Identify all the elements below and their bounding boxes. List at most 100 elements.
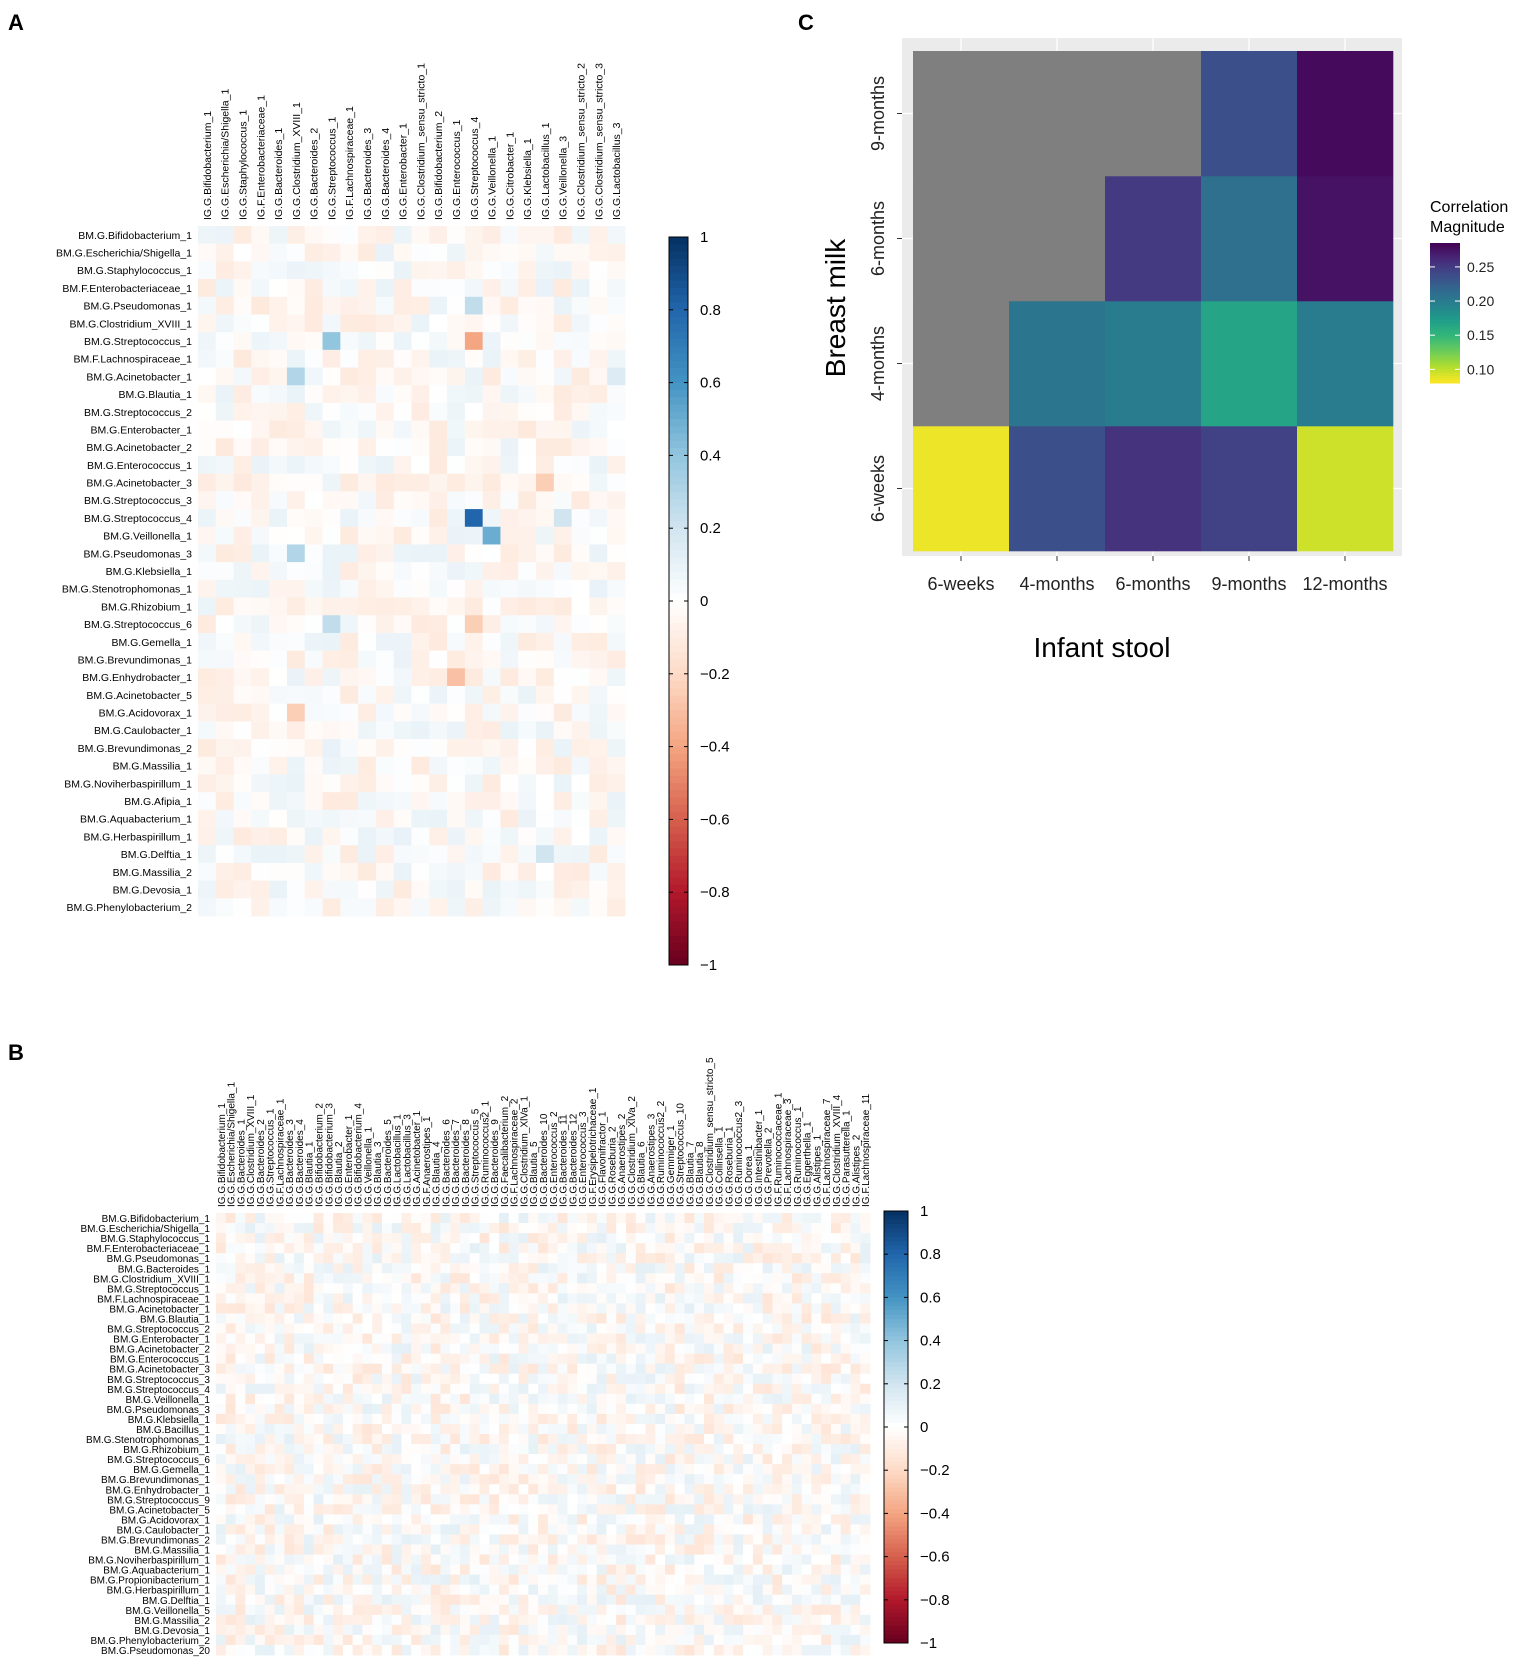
column-label: IG.G.Streptococcus_1 — [266, 1108, 277, 1207]
heatmap-cell — [294, 1454, 305, 1465]
heatmap-cell — [557, 1243, 568, 1254]
heatmap-cell — [536, 544, 555, 563]
heatmap-cell — [518, 279, 537, 298]
heatmap-cell — [850, 1584, 861, 1596]
heatmap-cell — [381, 1413, 393, 1425]
colorbar-segment — [669, 790, 688, 799]
heatmap-cell — [655, 1363, 666, 1375]
heatmap-cell — [323, 1474, 334, 1485]
heatmap-cell — [284, 1403, 295, 1415]
heatmap-cell — [538, 1293, 549, 1304]
heatmap-cell — [743, 1434, 754, 1445]
heatmap-cell — [791, 1243, 803, 1254]
heatmap-cell — [255, 1524, 266, 1535]
heatmap-cell — [358, 756, 377, 775]
heatmap-cell — [791, 1373, 803, 1385]
heatmap-cell — [791, 1624, 803, 1636]
heatmap-cell — [557, 1283, 568, 1294]
heatmap-cell — [251, 739, 270, 758]
heatmap-cell — [198, 845, 217, 864]
legend-colorbar-segment — [1430, 257, 1460, 260]
heatmap-cell — [233, 296, 252, 315]
heatmap-cell — [553, 756, 573, 775]
heatmap-cell — [225, 1263, 236, 1274]
heatmap-cell — [616, 1273, 627, 1284]
heatmap-cell — [411, 1413, 422, 1425]
colorbar-segment — [669, 251, 688, 260]
heatmap-cell — [528, 1273, 539, 1284]
heatmap-cell — [625, 1313, 637, 1324]
heatmap-cell — [313, 1393, 324, 1405]
heatmap-cell — [743, 1614, 754, 1626]
heatmap-cell — [801, 1434, 812, 1445]
heatmap-cell — [733, 1434, 744, 1445]
heatmap-cell — [557, 1223, 568, 1234]
heatmap-cell — [294, 1624, 305, 1636]
heatmap-cell — [850, 1464, 861, 1475]
heatmap-cell — [479, 1403, 490, 1415]
heatmap-cell — [733, 1494, 744, 1505]
heatmap-cell — [577, 1514, 588, 1525]
heatmap-cell — [313, 1253, 324, 1264]
legend-colorbar-segment — [1430, 252, 1460, 256]
legend-colorbar-segment — [1430, 357, 1460, 361]
heatmap-cell — [655, 1343, 666, 1355]
heatmap-cell — [225, 1293, 236, 1304]
heatmap-cell — [479, 1484, 490, 1495]
column-label: IG.G.Bifidobacterium_1 — [202, 111, 214, 220]
heatmap-cell — [323, 1423, 334, 1435]
colorbar-segment — [884, 1504, 908, 1510]
heatmap-cell — [694, 1273, 705, 1284]
heatmap-cell — [420, 1313, 432, 1324]
heatmap-cell — [225, 1514, 236, 1525]
heatmap-cell — [215, 491, 234, 510]
heatmap-cell — [429, 632, 448, 652]
heatmap-cell — [450, 1213, 461, 1224]
legend-colorbar-segment — [1430, 275, 1460, 279]
heatmap-cell — [304, 845, 323, 864]
heatmap-cell — [723, 1253, 734, 1264]
heatmap-cell — [469, 1213, 480, 1224]
heatmap-cell — [850, 1524, 861, 1535]
heatmap-cell — [518, 226, 537, 245]
heatmap-cell — [752, 1273, 764, 1284]
heatmap-cell — [553, 880, 573, 899]
heatmap-cell — [352, 1343, 363, 1355]
heatmap-cell — [393, 402, 412, 422]
heatmap-cell — [255, 1233, 266, 1244]
heatmap-cell — [723, 1263, 734, 1274]
heatmap-cell — [215, 650, 234, 669]
heatmap-cell — [460, 1504, 471, 1515]
heatmap-cell — [323, 1564, 334, 1576]
heatmap-cell — [589, 686, 608, 705]
heatmap-cell — [440, 1504, 451, 1515]
heatmap-cell — [625, 1494, 637, 1505]
heatmap-cell — [791, 1444, 803, 1455]
heatmap-cell — [518, 792, 537, 811]
legend-colorbar-segment — [1430, 261, 1460, 265]
heatmap-cell — [447, 686, 466, 705]
heatmap-cell — [860, 1333, 871, 1344]
legend-colorbar-segment — [1430, 250, 1460, 253]
heatmap-cell — [286, 473, 306, 492]
row-label: BM.G.Streptococcus_1 — [107, 1284, 210, 1295]
heatmap-cell — [704, 1474, 715, 1485]
heatmap-cell — [322, 827, 341, 846]
heatmap-cell — [567, 1323, 578, 1334]
heatmap-cell — [557, 1273, 568, 1284]
heatmap-cell — [352, 1403, 363, 1415]
heatmap-cell — [586, 1313, 598, 1324]
heatmap-cell — [713, 1333, 724, 1344]
heatmap-cell — [518, 332, 537, 351]
heatmap-cell — [821, 1454, 832, 1465]
heatmap-cell — [635, 1594, 646, 1606]
colorbar-segment — [669, 542, 688, 551]
heatmap-cell — [323, 1373, 334, 1385]
heatmap-cell — [251, 880, 270, 899]
heatmap-cell — [411, 1353, 422, 1365]
heatmap-cell — [362, 1363, 373, 1375]
heatmap-cell — [358, 526, 377, 545]
heatmap-cell — [635, 1484, 646, 1495]
heatmap-cell — [464, 332, 484, 351]
heatmap-cell — [420, 1413, 432, 1425]
